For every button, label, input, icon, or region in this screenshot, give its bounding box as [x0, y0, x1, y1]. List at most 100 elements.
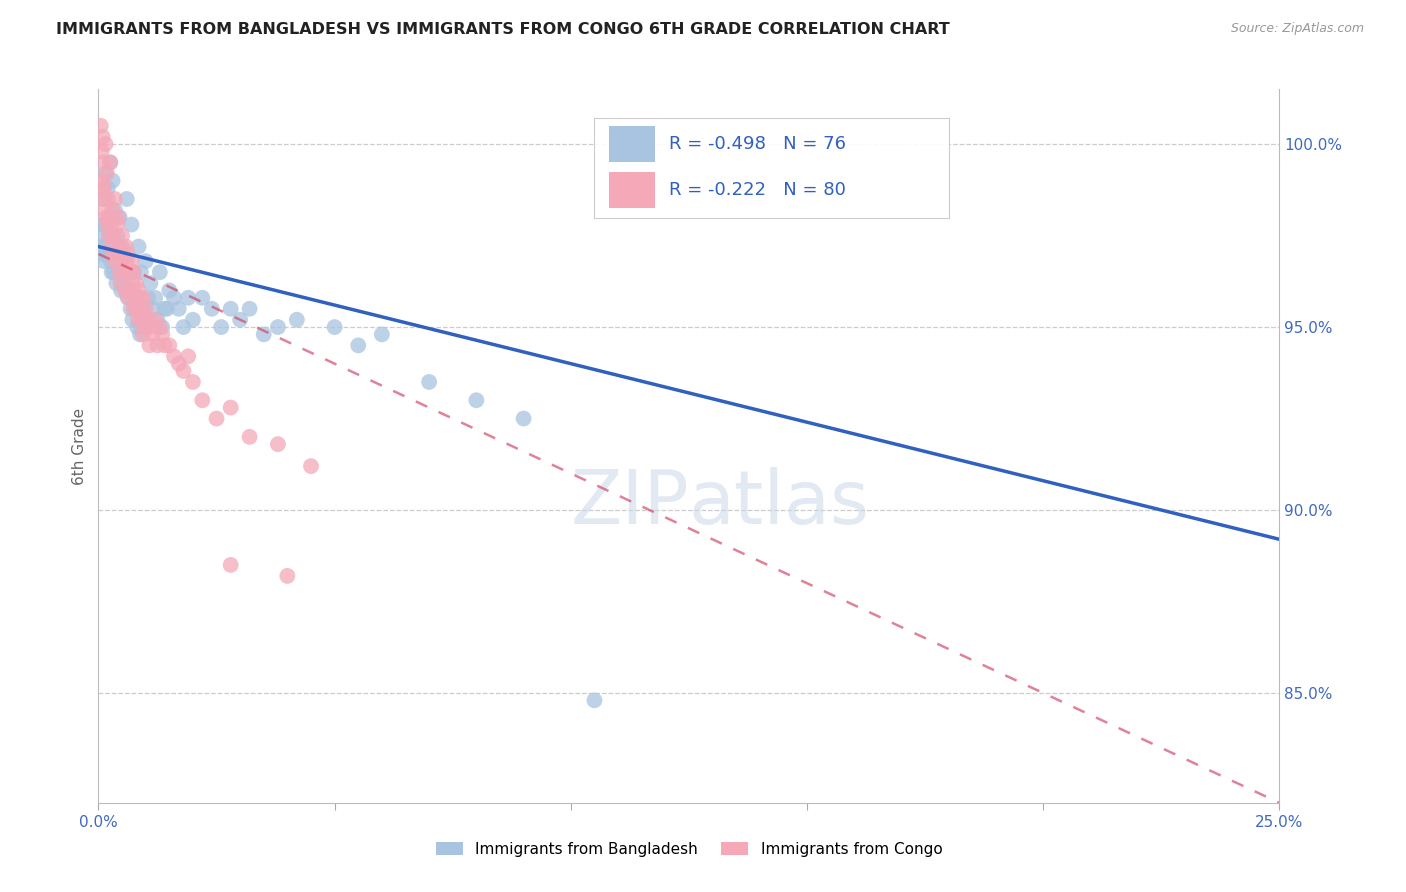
Point: [149, 320, 172, 334]
Point: [205, 411, 228, 425]
Point: [209, 320, 232, 334]
Point: [153, 338, 176, 352]
Point: [136, 312, 159, 326]
Point: [127, 312, 149, 326]
Text: R = -0.222   N = 80: R = -0.222 N = 80: [669, 181, 846, 199]
Point: [90, 239, 112, 253]
Point: [97, 192, 120, 206]
FancyBboxPatch shape: [609, 126, 655, 161]
Point: [267, 437, 290, 451]
Point: [117, 291, 139, 305]
Point: [172, 364, 194, 378]
Point: [122, 265, 145, 279]
Point: [115, 192, 138, 206]
Point: [100, 239, 122, 253]
Point: [219, 301, 242, 316]
Point: [136, 291, 159, 305]
Point: [120, 284, 142, 298]
Point: [91, 181, 114, 195]
Point: [103, 265, 125, 279]
Point: [172, 320, 194, 334]
Point: [94, 166, 117, 180]
Point: [299, 459, 322, 474]
Point: [105, 228, 128, 243]
Point: [98, 228, 121, 243]
Point: [167, 301, 190, 316]
Point: [96, 239, 118, 253]
Point: [219, 401, 242, 415]
Point: [142, 301, 165, 316]
Point: [114, 239, 136, 253]
Point: [105, 218, 128, 232]
Point: [98, 155, 121, 169]
Text: Source: ZipAtlas.com: Source: ZipAtlas.com: [1230, 22, 1364, 36]
Point: [93, 192, 115, 206]
Text: R = -0.498   N = 76: R = -0.498 N = 76: [669, 135, 846, 153]
Point: [132, 327, 155, 342]
Point: [111, 239, 134, 253]
Text: ZIP: ZIP: [571, 467, 689, 540]
Point: [121, 312, 143, 326]
Point: [97, 228, 120, 243]
Point: [191, 393, 214, 408]
Point: [90, 145, 112, 159]
Point: [201, 301, 224, 316]
Point: [150, 327, 173, 342]
Point: [128, 284, 150, 298]
Point: [142, 327, 165, 342]
Point: [122, 265, 145, 279]
Point: [97, 181, 120, 195]
Point: [124, 291, 146, 305]
Point: [132, 291, 155, 305]
Point: [94, 137, 117, 152]
Text: IMMIGRANTS FROM BANGLADESH VS IMMIGRANTS FROM CONGO 6TH GRADE CORRELATION CHART: IMMIGRANTS FROM BANGLADESH VS IMMIGRANTS…: [56, 22, 950, 37]
Point: [177, 291, 200, 305]
Point: [110, 254, 132, 268]
Point: [127, 320, 149, 334]
Point: [107, 211, 129, 225]
Point: [101, 202, 124, 217]
Point: [156, 301, 179, 316]
Point: [94, 211, 117, 225]
Point: [96, 166, 118, 180]
Point: [239, 430, 262, 444]
Point: [110, 284, 132, 298]
Point: [157, 284, 180, 298]
Point: [112, 265, 135, 279]
Point: [132, 301, 155, 316]
Point: [139, 320, 162, 334]
Point: [93, 181, 115, 195]
Point: [121, 254, 143, 268]
Point: [127, 301, 149, 316]
Point: [96, 247, 118, 261]
Point: [253, 327, 276, 342]
Point: [97, 211, 120, 225]
Point: [117, 247, 139, 261]
Point: [239, 301, 262, 316]
Point: [108, 239, 131, 253]
Point: [105, 247, 128, 261]
Point: [267, 320, 290, 334]
Point: [512, 411, 534, 425]
Point: [120, 301, 142, 316]
Point: [107, 265, 129, 279]
Point: [91, 218, 114, 232]
Point: [163, 349, 186, 363]
Point: [90, 228, 112, 243]
Point: [139, 276, 162, 290]
Point: [91, 129, 114, 144]
Point: [118, 291, 141, 305]
Point: [111, 228, 134, 243]
Point: [108, 265, 131, 279]
Point: [128, 239, 150, 253]
Point: [115, 254, 138, 268]
Point: [138, 338, 160, 352]
Point: [103, 228, 125, 243]
Legend: Immigrants from Bangladesh, Immigrants from Congo: Immigrants from Bangladesh, Immigrants f…: [429, 836, 949, 863]
Point: [146, 338, 169, 352]
Point: [121, 218, 143, 232]
Point: [104, 192, 127, 206]
Point: [129, 327, 152, 342]
Point: [418, 375, 440, 389]
Point: [229, 312, 252, 326]
